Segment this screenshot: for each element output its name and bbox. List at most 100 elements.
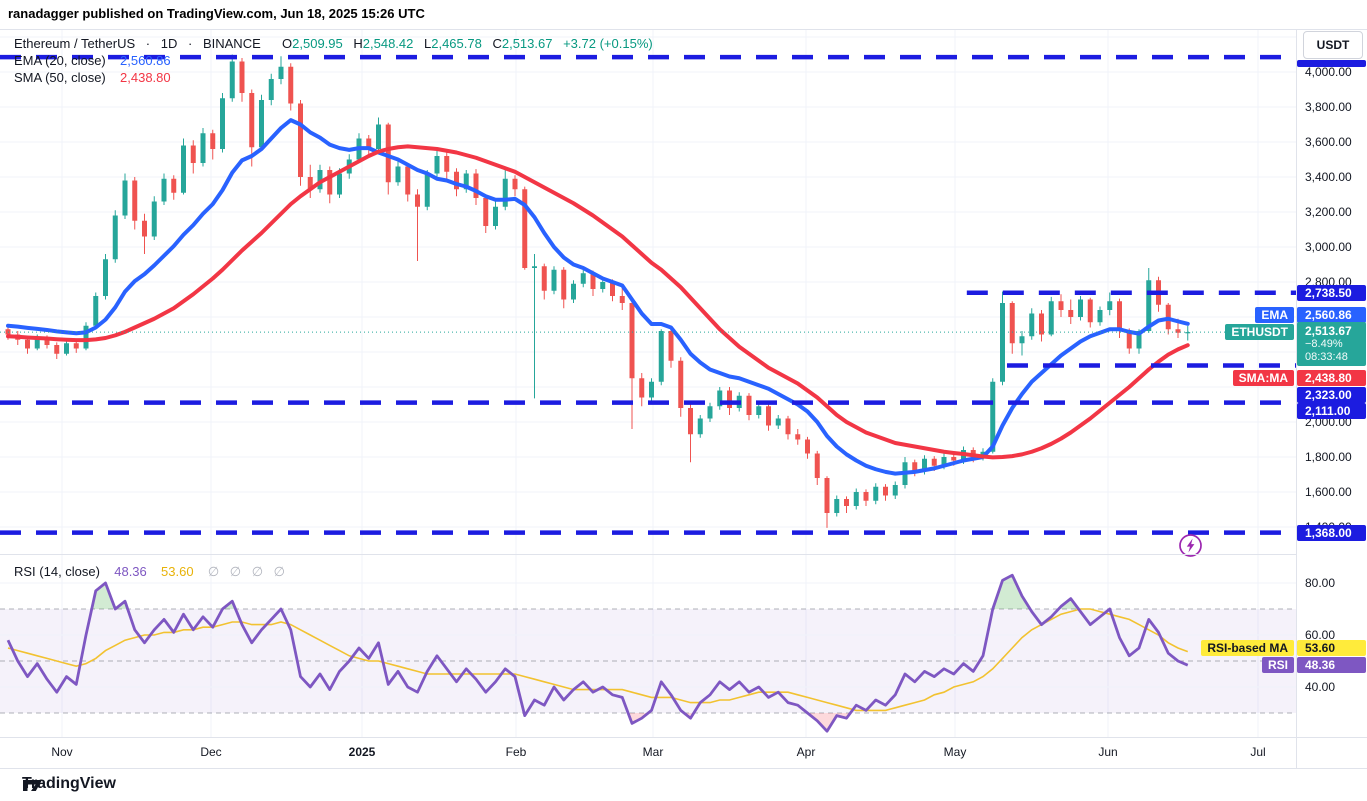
candle-body <box>1000 303 1005 382</box>
candle-body <box>892 485 898 496</box>
price-axis-tick[interactable]: 3,200.00 <box>1305 205 1352 219</box>
currency-button[interactable]: USDT <box>1303 31 1363 59</box>
candle-body <box>1058 301 1064 310</box>
candle-body <box>44 338 50 345</box>
candle-body <box>395 166 401 183</box>
rsi-axis-tick[interactable]: 60.00 <box>1305 628 1336 642</box>
candle-body <box>239 61 245 93</box>
candle-body <box>307 177 313 190</box>
candle-body <box>385 124 391 183</box>
candle-body <box>298 103 303 177</box>
symbol-legend[interactable]: Ethereum / TetherUS · 1D · BINANCE O2,50… <box>14 36 653 51</box>
rsi-axis-badge-chip: RSI <box>1261 657 1294 673</box>
candle-body <box>678 360 684 408</box>
candle-body <box>785 418 791 435</box>
rsi-axis-tick[interactable]: 80.00 <box>1305 576 1336 590</box>
time-axis-label[interactable]: 2025 <box>348 745 376 759</box>
candle-body <box>161 178 167 202</box>
price-axis-tick[interactable]: 3,800.00 <box>1305 100 1352 114</box>
candle-body <box>1009 303 1015 344</box>
candle-body <box>103 259 108 296</box>
interval-label: 1D <box>160 36 178 51</box>
candle-body <box>512 178 518 190</box>
candle-body <box>181 145 186 193</box>
candle-body <box>707 406 713 419</box>
time-axis-label[interactable]: Nov <box>51 745 73 759</box>
time-axis-separator <box>0 737 1367 738</box>
candle-body <box>1107 301 1113 310</box>
candle-body <box>571 283 576 300</box>
candle-body <box>912 462 918 471</box>
time-axis-label[interactable]: Dec <box>200 745 222 759</box>
candle-body <box>1136 331 1142 349</box>
rsi-axis-badge: 53.60 <box>1297 640 1366 656</box>
time-axis-label[interactable]: Feb <box>505 745 527 759</box>
price-axis-tick[interactable]: 3,000.00 <box>1305 240 1352 254</box>
time-axis-label[interactable]: Apr <box>796 745 816 759</box>
time-axis-label[interactable]: Mar <box>642 745 664 759</box>
candle-body <box>1087 299 1093 323</box>
candle-body <box>561 269 567 300</box>
ema-legend[interactable]: EMA (20, close) 2,560.86 <box>14 53 171 68</box>
candle-body <box>454 171 459 190</box>
candle-body <box>844 499 849 506</box>
price-axis-tick[interactable]: 4,000.00 <box>1305 65 1352 79</box>
lightning-bolt-icon[interactable] <box>1177 532 1204 559</box>
candle-body <box>200 133 206 163</box>
candle-body <box>1029 313 1035 337</box>
candle-body <box>83 325 89 349</box>
candle-body <box>434 156 440 174</box>
candle-body <box>220 98 225 149</box>
candle-body <box>629 303 635 379</box>
candle-body <box>337 173 342 195</box>
candle-body <box>522 189 528 268</box>
price-axis-badge: 2,738.50 <box>1297 285 1366 301</box>
price-axis-tick[interactable]: 1,800.00 <box>1305 450 1352 464</box>
price-axis-badge <box>1297 59 1366 67</box>
dot-separator: · <box>145 36 151 51</box>
open-key: O <box>282 36 293 51</box>
candle-body <box>883 486 888 496</box>
candle-body <box>541 266 547 291</box>
rsi-legend[interactable]: RSI (14, close) 48.36 53.60 ∅ ∅ ∅ ∅ <box>14 564 285 580</box>
candle-body <box>639 378 645 398</box>
candle-body <box>424 173 430 207</box>
sma-legend[interactable]: SMA (50, close) 2,438.80 <box>14 70 171 85</box>
close-key: C <box>492 36 502 51</box>
candle-body <box>483 198 489 226</box>
high-key: H <box>353 36 363 51</box>
candle-body <box>249 93 255 148</box>
candle-body <box>288 66 294 104</box>
candle-body <box>317 170 323 190</box>
candle-body <box>756 406 762 415</box>
pane-top-separator <box>0 29 1367 30</box>
candlestick-series <box>5 54 1191 528</box>
time-axis-label[interactable]: Jul <box>1250 745 1266 759</box>
time-axis-label[interactable]: Jun <box>1098 745 1118 759</box>
rsi-axis-tick[interactable]: 40.00 <box>1305 680 1336 694</box>
price-axis-badge: 2,111.00 <box>1297 403 1366 419</box>
candle-body <box>931 458 937 466</box>
low-value: 2,465.78 <box>431 36 482 51</box>
candle-body <box>1019 336 1025 344</box>
candle-body <box>1068 310 1074 317</box>
candle-body <box>73 343 79 349</box>
price-axis-tick[interactable]: 3,400.00 <box>1305 170 1352 184</box>
candle-body <box>1078 299 1083 317</box>
dot-separator: · <box>188 36 193 51</box>
tradingview-logo[interactable]: TradingView <box>22 775 116 793</box>
candle-body <box>1185 332 1191 334</box>
candle-body <box>658 331 664 382</box>
candle-body <box>1039 313 1044 335</box>
candle-body <box>951 457 957 461</box>
price-axis-tick[interactable]: 1,600.00 <box>1305 485 1352 499</box>
candle-body <box>34 338 40 349</box>
ema-legend-label: EMA (20, close) <box>14 53 106 68</box>
tradingview-mark-icon <box>23 780 42 791</box>
symbol-name: Ethereum / TetherUS <box>14 36 136 51</box>
pane-divider[interactable] <box>0 554 1296 555</box>
candle-body <box>580 273 586 284</box>
price-axis-tick[interactable]: 3,600.00 <box>1305 135 1352 149</box>
time-axis-label[interactable]: May <box>943 745 967 759</box>
